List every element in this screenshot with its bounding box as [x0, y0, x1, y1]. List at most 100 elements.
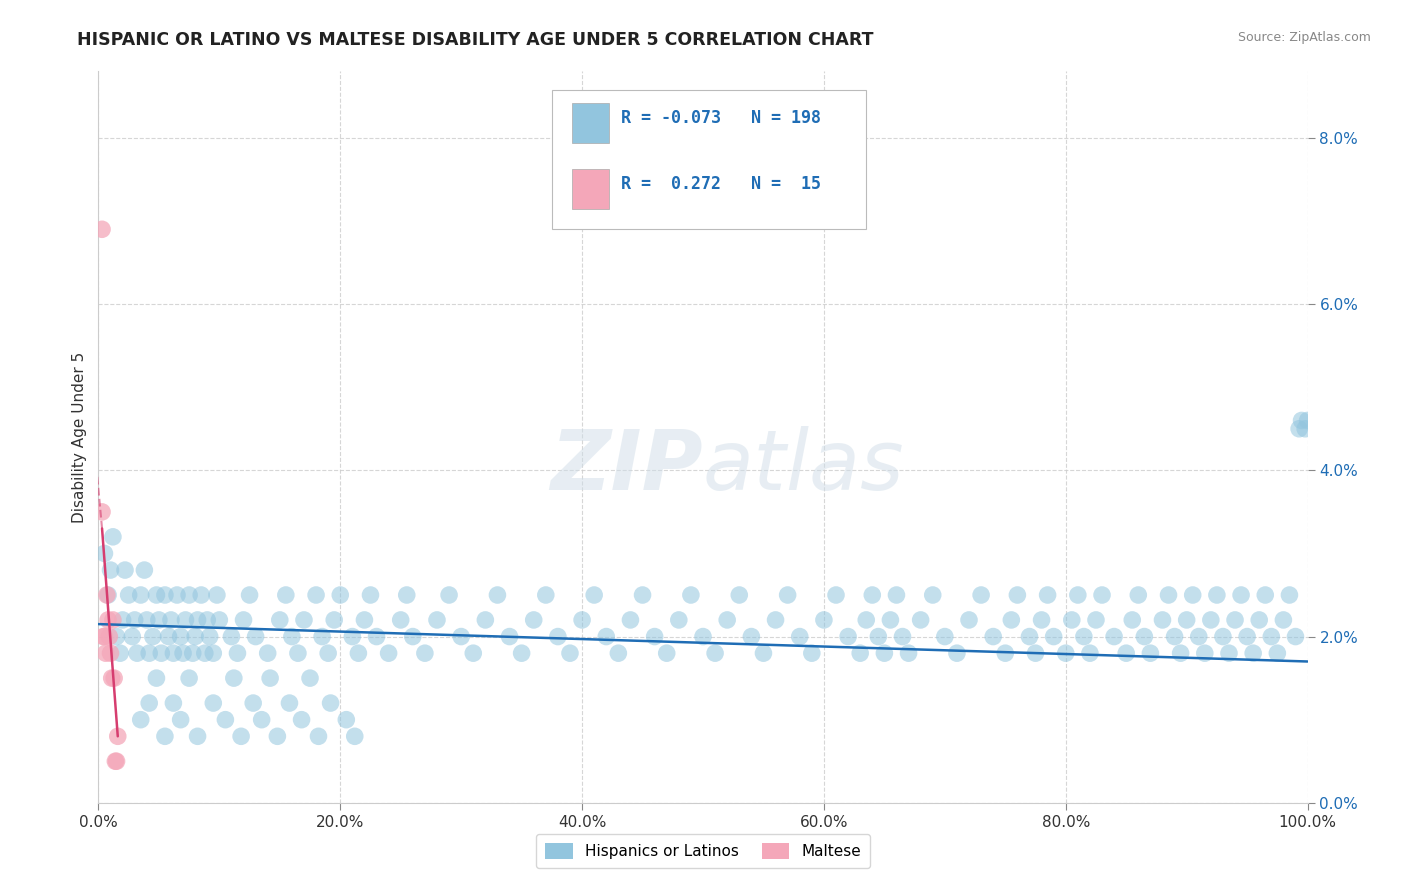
Point: [498, 630, 520, 644]
Point: [510, 646, 533, 660]
Point: [1085, 613, 1108, 627]
Point: [873, 646, 896, 660]
Point: [129, 588, 152, 602]
Point: [413, 646, 436, 660]
Point: [319, 696, 342, 710]
Point: [145, 588, 167, 602]
Point: [595, 630, 617, 644]
Point: [179, 671, 201, 685]
Point: [1254, 588, 1277, 602]
Point: [245, 630, 267, 644]
Point: [389, 613, 412, 627]
Point: [1000, 613, 1022, 627]
Point: [631, 588, 654, 602]
Point: [607, 646, 630, 660]
Point: [1139, 646, 1161, 660]
Point: [1031, 613, 1053, 627]
Point: [437, 588, 460, 602]
Point: [1272, 613, 1295, 627]
Point: [366, 630, 388, 644]
Point: [534, 588, 557, 602]
Point: [679, 588, 702, 602]
Point: [232, 613, 254, 627]
Point: [195, 613, 218, 627]
Point: [226, 646, 249, 660]
Point: [1007, 588, 1029, 602]
Point: [269, 613, 291, 627]
Point: [891, 630, 914, 644]
Point: [1024, 646, 1046, 660]
Point: [1288, 422, 1310, 436]
Point: [879, 613, 901, 627]
Point: [150, 646, 173, 660]
Point: [98, 630, 121, 644]
Point: [100, 646, 122, 660]
Point: [187, 613, 209, 627]
Point: [1212, 630, 1234, 644]
Point: [316, 646, 339, 660]
Point: [1163, 630, 1185, 644]
Point: [160, 613, 183, 627]
Point: [1170, 646, 1192, 660]
Point: [583, 588, 606, 602]
Point: [910, 613, 932, 627]
Point: [157, 630, 180, 644]
Point: [221, 630, 243, 644]
Point: [619, 613, 641, 627]
Point: [1018, 630, 1040, 644]
Point: [800, 646, 823, 660]
Text: HISPANIC OR LATINO VS MALTESE DISABILITY AGE UNDER 5 CORRELATION CHART: HISPANIC OR LATINO VS MALTESE DISABILITY…: [77, 31, 875, 49]
Point: [1206, 588, 1229, 602]
Point: [198, 630, 221, 644]
Point: [190, 588, 212, 602]
Point: [266, 729, 288, 743]
Point: [202, 646, 225, 660]
FancyBboxPatch shape: [572, 103, 609, 143]
Point: [486, 588, 509, 602]
Point: [886, 588, 908, 602]
Point: [103, 671, 125, 685]
Point: [343, 729, 366, 743]
Text: R = -0.073   N = 198: R = -0.073 N = 198: [621, 110, 821, 128]
Point: [1060, 613, 1083, 627]
Point: [860, 588, 883, 602]
Point: [274, 588, 297, 602]
Point: [305, 588, 328, 602]
Point: [1133, 630, 1156, 644]
Point: [921, 588, 943, 602]
Point: [825, 588, 848, 602]
Point: [957, 613, 980, 627]
Point: [868, 630, 890, 644]
Point: [135, 613, 157, 627]
Point: [994, 646, 1017, 660]
Point: [281, 630, 304, 644]
Point: [118, 588, 141, 602]
Point: [1230, 588, 1253, 602]
Point: [96, 588, 118, 602]
Point: [179, 588, 201, 602]
Point: [194, 646, 217, 660]
Point: [1284, 630, 1306, 644]
Point: [837, 630, 859, 644]
Text: ZIP: ZIP: [550, 425, 703, 507]
Point: [934, 630, 956, 644]
Point: [644, 630, 666, 644]
Point: [93, 546, 115, 560]
Point: [105, 754, 128, 768]
Point: [242, 696, 264, 710]
Point: [138, 646, 160, 660]
Text: R =  0.272   N =  15: R = 0.272 N = 15: [621, 175, 821, 194]
Point: [395, 588, 418, 602]
Point: [187, 729, 209, 743]
Point: [108, 646, 131, 660]
Point: [308, 729, 330, 743]
Point: [222, 671, 245, 685]
Point: [668, 613, 690, 627]
Point: [134, 563, 156, 577]
Point: [100, 671, 122, 685]
Point: [111, 613, 134, 627]
Point: [523, 613, 546, 627]
Point: [166, 588, 188, 602]
Point: [692, 630, 714, 644]
Point: [259, 671, 281, 685]
